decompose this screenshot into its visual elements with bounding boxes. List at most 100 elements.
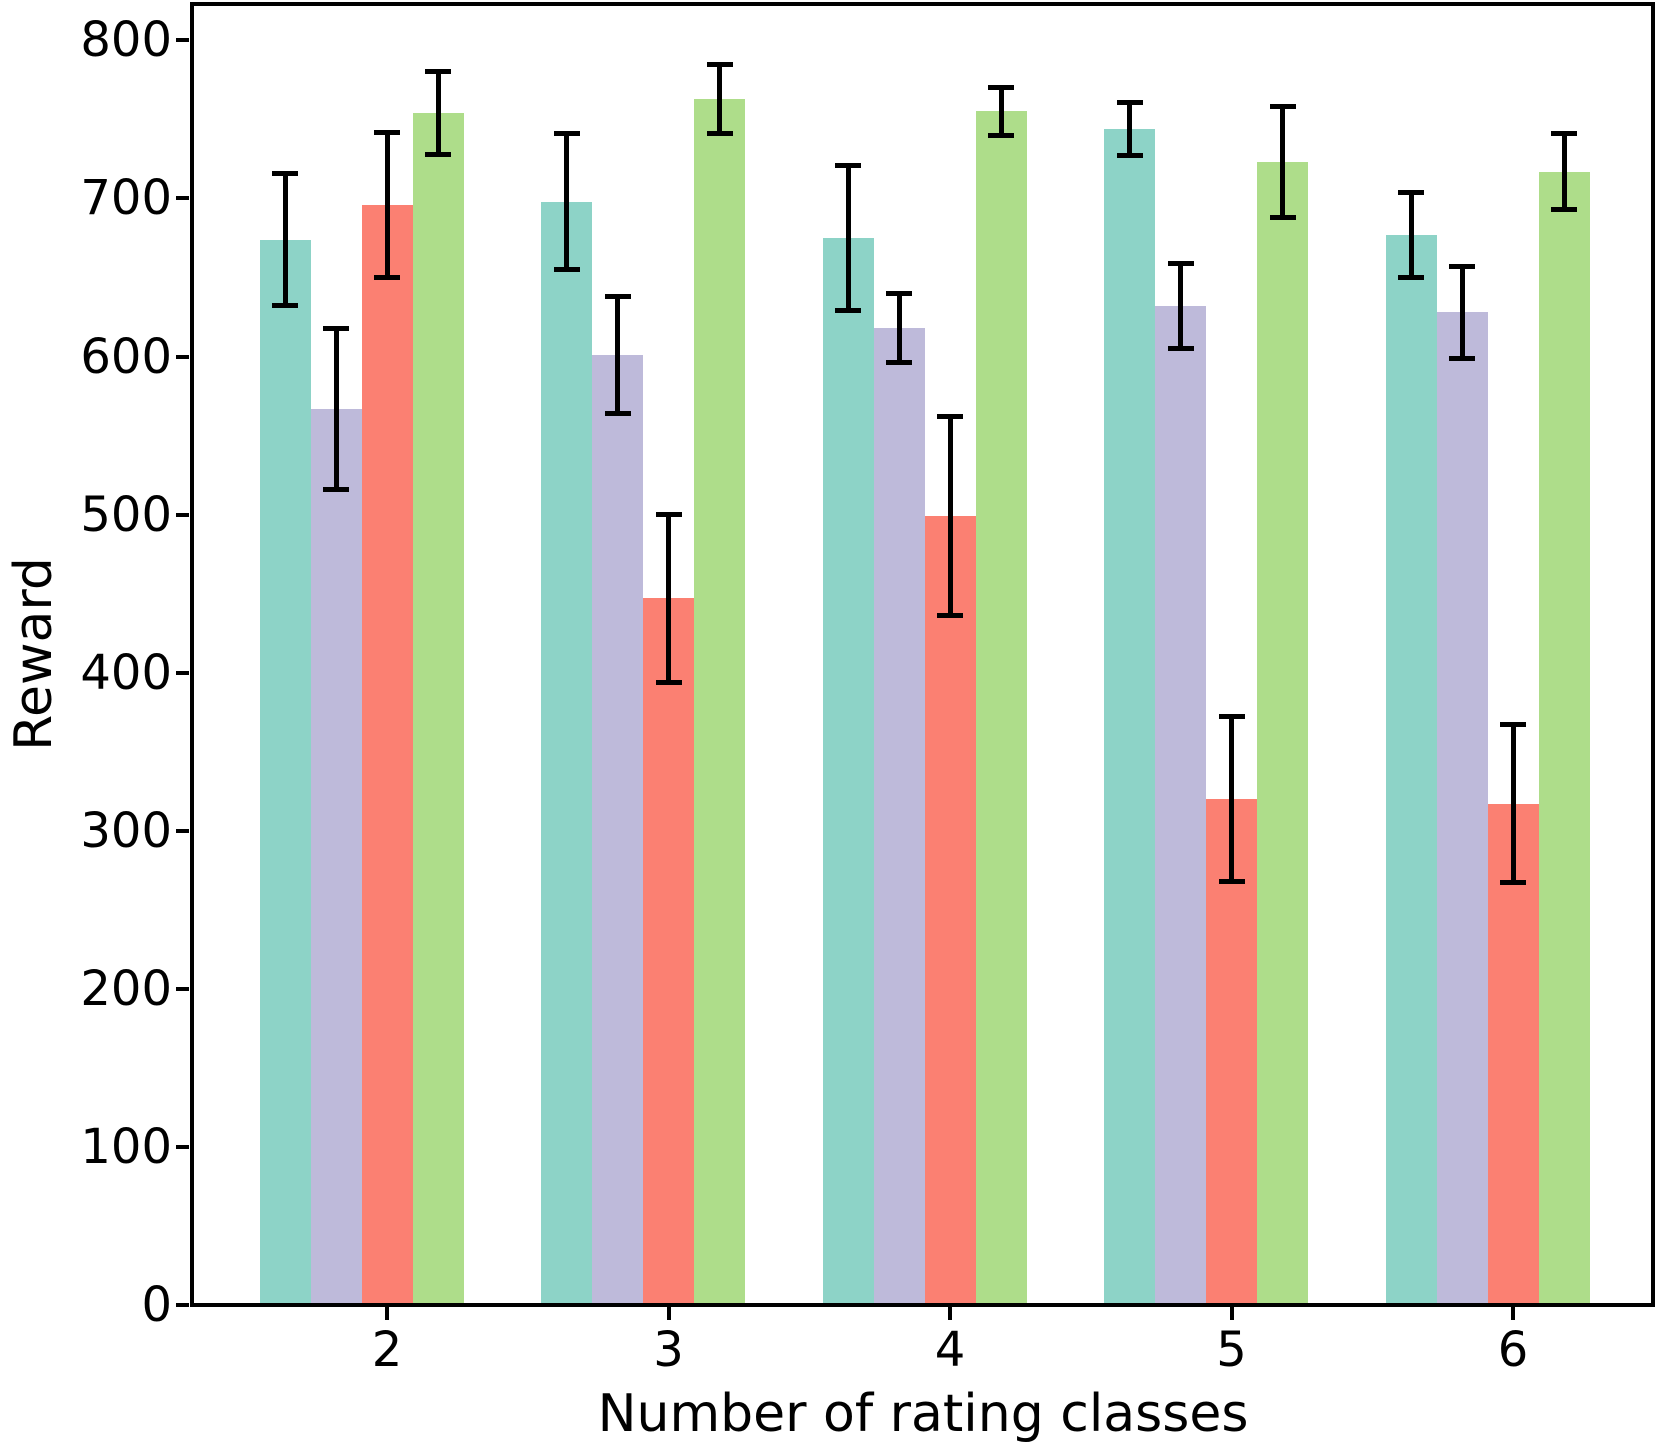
y-tick-label: 100 — [80, 1118, 172, 1175]
error-line-teal-5 — [1127, 102, 1132, 156]
bar-salmon-2 — [361, 204, 413, 1305]
error-cap-bottom-salmon-3 — [655, 679, 682, 685]
bar-lavender-5 — [1155, 305, 1206, 1305]
x-tick-mark — [385, 1307, 389, 1320]
error-cap-top-salmon-6 — [1500, 722, 1526, 728]
error-line-lavender-2 — [333, 328, 339, 490]
error-cap-top-salmon-2 — [374, 129, 400, 135]
error-cap-top-green-4 — [988, 85, 1014, 91]
error-cap-top-green-5 — [1269, 104, 1296, 110]
y-tick-mark — [176, 38, 189, 43]
error-line-teal-2 — [282, 173, 288, 306]
error-cap-bottom-teal-2 — [272, 303, 298, 309]
error-line-teal-4 — [845, 165, 851, 311]
error-cap-top-green-2 — [425, 69, 451, 75]
error-cap-top-salmon-5 — [1218, 714, 1245, 720]
error-cap-top-lavender-4 — [886, 290, 912, 296]
bar-green-5 — [1257, 162, 1308, 1305]
bar-salmon-6 — [1487, 803, 1539, 1305]
y-tick-label: 700 — [80, 170, 172, 227]
x-tick-mark — [948, 1307, 952, 1320]
error-line-green-4 — [998, 87, 1004, 136]
y-tick-mark — [176, 1303, 189, 1307]
error-cap-top-lavender-6 — [1449, 263, 1475, 269]
error-line-lavender-5 — [1178, 263, 1183, 349]
error-cap-bottom-salmon-6 — [1500, 880, 1526, 886]
error-cap-top-teal-5 — [1116, 99, 1143, 105]
error-cap-bottom-lavender-3 — [604, 410, 631, 416]
bar-green-2 — [412, 113, 464, 1305]
bar-green-4 — [975, 111, 1027, 1305]
bar-green-3 — [694, 98, 745, 1305]
bar-lavender-3 — [592, 354, 643, 1305]
error-cap-top-teal-2 — [272, 170, 298, 176]
error-line-green-2 — [435, 71, 441, 155]
bar-salmon-4 — [924, 516, 976, 1305]
y-tick-mark — [176, 670, 189, 675]
error-line-lavender-3 — [615, 296, 620, 414]
error-line-lavender-4 — [896, 293, 902, 363]
bar-teal-4 — [822, 237, 874, 1305]
bar-teal-2 — [259, 239, 311, 1305]
error-cap-bottom-lavender-4 — [886, 360, 912, 366]
error-cap-bottom-teal-6 — [1398, 274, 1424, 280]
error-cap-top-lavender-5 — [1167, 260, 1194, 266]
error-line-salmon-2 — [384, 132, 390, 278]
error-cap-bottom-teal-3 — [553, 267, 580, 273]
error-line-salmon-4 — [947, 416, 953, 616]
bar-teal-3 — [541, 201, 592, 1305]
error-line-lavender-6 — [1459, 266, 1465, 359]
x-tick-mark — [1229, 1307, 1234, 1320]
error-cap-bottom-green-6 — [1551, 207, 1577, 212]
y-tick-mark — [176, 986, 189, 991]
error-cap-bottom-salmon-4 — [937, 613, 963, 619]
error-line-teal-6 — [1408, 192, 1414, 278]
error-cap-bottom-lavender-5 — [1167, 346, 1194, 352]
error-cap-bottom-green-4 — [988, 132, 1014, 138]
error-cap-top-lavender-3 — [604, 293, 631, 299]
bar-lavender-2 — [310, 408, 362, 1305]
y-tick-mark — [176, 196, 189, 201]
bar-salmon-3 — [643, 598, 694, 1305]
error-cap-bottom-lavender-2 — [323, 486, 349, 492]
error-cap-bottom-salmon-2 — [374, 274, 400, 280]
y-tick-label: 400 — [80, 644, 172, 701]
error-cap-top-teal-3 — [553, 131, 580, 137]
bar-green-6 — [1538, 171, 1590, 1305]
error-line-green-6 — [1561, 133, 1567, 210]
error-cap-bottom-green-2 — [425, 151, 451, 157]
error-line-salmon-6 — [1510, 724, 1516, 883]
y-tick-label: 200 — [80, 960, 172, 1017]
bar-teal-5 — [1104, 128, 1155, 1305]
y-tick-label: 800 — [80, 12, 172, 69]
error-cap-bottom-lavender-6 — [1449, 355, 1475, 361]
x-tick-label: 3 — [653, 1322, 684, 1378]
y-tick-label: 0 — [141, 1277, 172, 1333]
y-tick-label: 500 — [80, 486, 172, 543]
error-cap-bottom-teal-5 — [1116, 153, 1143, 159]
x-tick-mark — [1511, 1307, 1515, 1320]
x-tick-label: 6 — [1497, 1322, 1529, 1378]
x-tick-mark — [666, 1307, 671, 1320]
x-tick-label: 4 — [934, 1322, 966, 1378]
bar-lavender-4 — [873, 328, 925, 1305]
x-tick-label: 5 — [1216, 1322, 1247, 1378]
bar-teal-6 — [1385, 234, 1437, 1305]
y-tick-mark — [176, 828, 189, 833]
error-cap-bottom-teal-4 — [835, 308, 861, 314]
y-tick-label: 300 — [80, 802, 172, 859]
error-cap-top-teal-6 — [1398, 189, 1424, 195]
error-cap-bottom-green-5 — [1269, 214, 1296, 220]
error-cap-top-green-3 — [706, 61, 733, 67]
error-cap-top-salmon-4 — [937, 414, 963, 420]
error-line-green-3 — [717, 64, 722, 134]
error-line-salmon-3 — [666, 514, 671, 683]
error-line-salmon-5 — [1229, 716, 1234, 882]
bar-lavender-6 — [1436, 312, 1488, 1305]
error-cap-bottom-green-3 — [706, 131, 733, 137]
error-line-green-5 — [1280, 106, 1285, 218]
x-tick-label: 2 — [371, 1322, 403, 1378]
y-tick-mark — [176, 354, 189, 359]
